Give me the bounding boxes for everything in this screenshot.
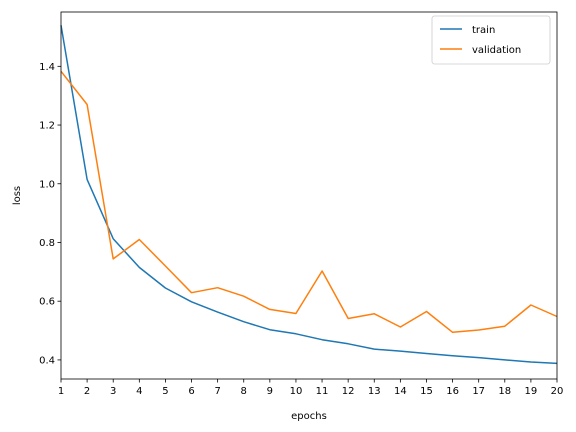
- x-tick-label: 9: [267, 386, 273, 397]
- y-axis: 0.4 0.6 0.8 1.0 1.2 1.4: [39, 62, 61, 366]
- x-tick-label: 4: [136, 386, 142, 397]
- x-tick-label: 12: [342, 386, 355, 397]
- y-tick-label: 0.4: [39, 355, 55, 366]
- x-tick-label: 15: [420, 386, 433, 397]
- plot-frame: [60, 11, 558, 380]
- x-tick-label: 7: [214, 386, 220, 397]
- y-tick-label: 0.6: [39, 297, 55, 308]
- x-tick-label: 1: [58, 386, 64, 397]
- legend-label-train: train: [472, 25, 495, 36]
- x-tick-label: 14: [394, 386, 407, 397]
- y-tick-label: 1.4: [39, 62, 55, 73]
- x-tick-label: 10: [290, 386, 303, 397]
- x-tick-label: 5: [162, 386, 168, 397]
- y-axis-label: loss: [12, 186, 23, 205]
- x-tick-label: 6: [188, 386, 194, 397]
- series-line-validation: [60, 70, 558, 334]
- y-tick-label: 0.8: [39, 238, 55, 249]
- legend-label-validation: validation: [472, 45, 521, 56]
- legend: train validation: [431, 15, 551, 65]
- x-tick-label: 3: [110, 386, 116, 397]
- y-tick-label: 1.2: [39, 121, 55, 132]
- x-tick-label: 16: [446, 386, 459, 397]
- legend-box: [431, 15, 551, 65]
- series-lines: [60, 25, 558, 365]
- x-tick-label: 18: [498, 386, 511, 397]
- x-axis: 1 2 3 4 5 6 7 8 9 10 11 12 13 14 15 16 17 18 19 20: [58, 379, 564, 397]
- x-tick-label: 19: [525, 386, 538, 397]
- x-tick-label: 20: [551, 386, 564, 397]
- y-tick-label: 1.0: [39, 179, 55, 190]
- x-tick-label: 2: [84, 386, 90, 397]
- x-tick-label: 13: [368, 386, 381, 397]
- x-axis-label: epochs: [291, 411, 327, 422]
- x-tick-label: 17: [472, 386, 485, 397]
- x-tick-label: 8: [241, 386, 247, 397]
- series-line-train: [60, 25, 558, 365]
- x-tick-label: 11: [316, 386, 329, 397]
